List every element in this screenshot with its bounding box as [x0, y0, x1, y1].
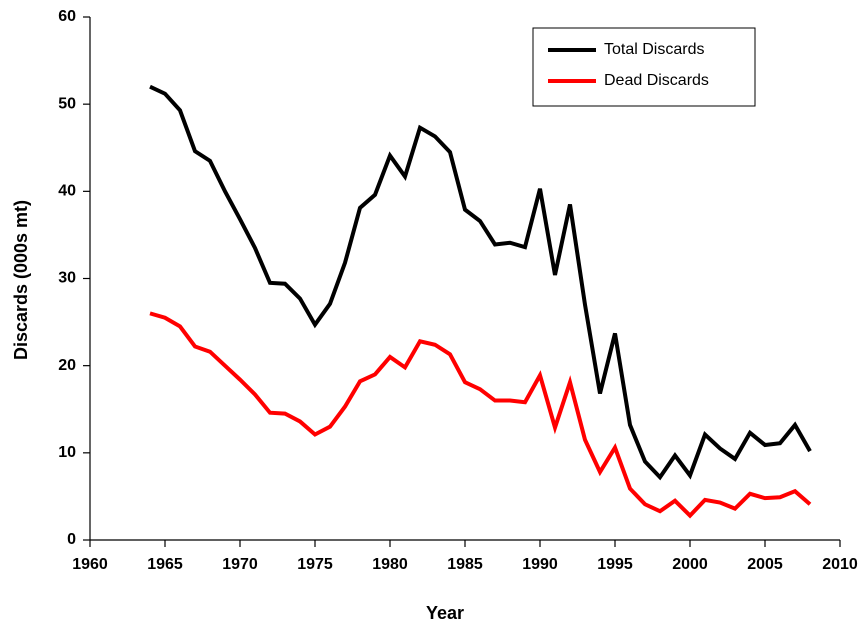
- series-line: [149, 311, 812, 519]
- x-tick-label: 2010: [822, 556, 858, 573]
- x-tick-label: 1970: [222, 556, 258, 573]
- y-tick-label: 40: [58, 183, 76, 200]
- x-tick-label: 1965: [147, 556, 183, 573]
- x-tick-label: 2000: [672, 556, 708, 573]
- y-tick-label: 60: [58, 8, 76, 25]
- legend-box: [532, 27, 756, 107]
- x-tick-label: 1990: [522, 556, 558, 573]
- y-tick-label: 30: [58, 270, 76, 287]
- x-tick-label: 1980: [372, 556, 408, 573]
- x-tick-label: 1960: [72, 556, 108, 573]
- y-tick-label: 0: [67, 531, 76, 548]
- x-axis-label: Year: [426, 603, 464, 623]
- x-tick-label: 2005: [747, 556, 783, 573]
- legend-label: Total Discards: [604, 41, 704, 58]
- y-tick-label: 50: [58, 95, 76, 112]
- x-tick-label: 1975: [297, 556, 333, 573]
- legend-label: Dead Discards: [604, 72, 709, 89]
- series-line: [149, 84, 812, 481]
- x-tick-label: 1985: [447, 556, 483, 573]
- y-axis-label: Discards (000s mt): [11, 200, 31, 360]
- y-tick-label: 20: [58, 357, 76, 374]
- x-tick-label: 1995: [597, 556, 633, 573]
- y-tick-label: 10: [58, 444, 76, 461]
